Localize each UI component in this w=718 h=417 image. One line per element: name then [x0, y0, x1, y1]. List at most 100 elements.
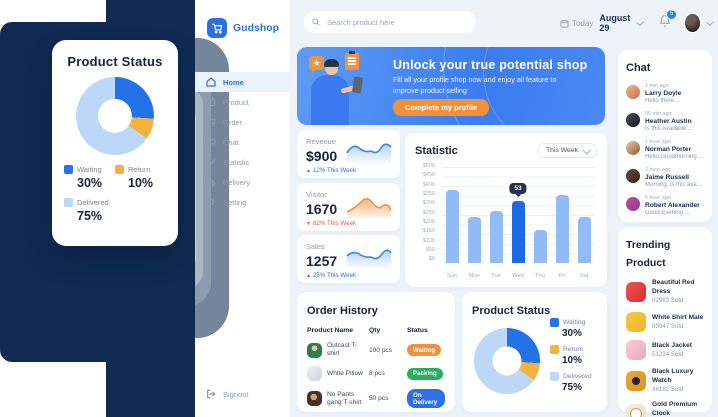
trending-item[interactable]: Gold Premium Clock17923 Sold — [626, 401, 704, 417]
stat-label: Visitor — [306, 190, 327, 199]
sidebar-item-product[interactable]: Product — [195, 92, 290, 112]
stat-label: Sales — [306, 242, 325, 251]
waiting-swatch — [64, 165, 73, 174]
status-badge: Waiting — [407, 344, 442, 357]
trend-up-icon: ▲ — [306, 167, 311, 174]
bars — [441, 167, 595, 263]
x-axis: Sun Mon Tue Wed Thu Fri Sat — [446, 273, 589, 279]
sales-sparkline — [346, 249, 392, 270]
stat-trend: ▲ 12% This Week — [306, 167, 357, 174]
banner-decor-arc — [443, 47, 605, 125]
phone-illustration — [351, 76, 364, 94]
chat-item[interactable]: 1 min ago Larry Doyle Hello there ... — [626, 83, 704, 104]
search-bar — [304, 11, 476, 33]
revenue-sparkline — [346, 143, 392, 165]
bar-thu[interactable] — [533, 230, 547, 263]
bar-sun[interactable] — [445, 190, 459, 263]
notification-button[interactable]: 5 — [658, 8, 678, 33]
chevron-down-icon — [582, 145, 591, 155]
search-input[interactable] — [325, 16, 468, 28]
sidebar-item-label: Delivery — [223, 177, 251, 187]
card-title: Product Status — [67, 54, 163, 69]
chat-item[interactable]: 5 hour ago Robert Alexander Good Evening .… — [626, 195, 704, 216]
donut-legend: Waiting 30% Return 10% Delivered 75% — [550, 318, 592, 399]
plot-area: 53 — [441, 167, 595, 263]
sidebar-item-delivery[interactable]: Delivery — [195, 172, 290, 192]
stat-value: $900 — [306, 148, 338, 164]
product-thumbnail — [307, 342, 322, 358]
return-swatch — [115, 165, 124, 174]
header-right: Today August 29 5 — [560, 8, 715, 35]
date-selector[interactable]: August 29 — [599, 13, 645, 33]
product-thumbnail — [626, 312, 646, 333]
sidebar-item-setting[interactable]: Setting — [195, 192, 290, 212]
week-filter-dropdown[interactable]: This Week — [538, 143, 597, 158]
legend-item-delivered: Delivered 75% — [64, 198, 115, 223]
product-status-title: Product Status — [472, 305, 551, 317]
chat-avatar — [626, 169, 640, 183]
legend-value: 30% — [77, 176, 103, 190]
legend-value: 75% — [77, 209, 103, 223]
cart-icon — [206, 117, 216, 127]
chat-item[interactable]: 2 hour ago Jaime Russell Morning, is this … — [626, 167, 704, 188]
legend-item-waiting: Waiting 30% — [64, 165, 115, 190]
sidebar-item-order[interactable]: Order — [195, 112, 290, 132]
chat-avatar — [626, 197, 640, 211]
visitor-sparkline — [346, 198, 392, 218]
sales-card[interactable]: Sales 1257 ▲ 25% This Week — [297, 235, 400, 283]
trending-item[interactable]: Black Luxury Watch 36182 Sold — [626, 368, 704, 393]
sidebar-item-home[interactable]: Home — [195, 72, 290, 92]
revenue-card[interactable]: Revenue $900 ▲ 12% This Week — [297, 130, 400, 178]
table-row[interactable]: White Pillow 8 pcs Packing — [307, 366, 445, 382]
product-thumbnail — [626, 370, 646, 391]
sidebar-item-label: Home — [223, 77, 244, 87]
user-avatar[interactable] — [684, 13, 701, 33]
bar-sat[interactable] — [577, 216, 591, 263]
statistic-title: Statistic — [415, 144, 458, 157]
table-row[interactable]: Outcast T-shirt 100 pcs Waiting — [307, 342, 445, 358]
promo-banner: ★ Unlock your true potential shop Fill a… — [297, 47, 605, 125]
product-status-donut-chart — [474, 328, 540, 394]
chat-item[interactable]: 56 min ago Heather Austin Is this Availabl… — [626, 111, 704, 132]
sidebar-item-label: Order — [223, 117, 243, 127]
signout-button[interactable]: Signout — [195, 389, 290, 399]
chat-item[interactable]: 1 hour ago Norman Porter Hello Goodmorning… — [626, 139, 704, 160]
bar-tue[interactable] — [489, 211, 503, 263]
sidebar-nav: Home Product Order Chat Statistic Delive… — [195, 72, 290, 212]
stat-trend: ▲ 25% This Week — [306, 272, 357, 279]
legend-label: Return — [128, 165, 151, 174]
bar-fri[interactable] — [555, 194, 569, 263]
trending-item[interactable]: White Shirt Male 85947 Sold — [626, 312, 704, 333]
date-value: August 29 — [599, 13, 631, 33]
today-label: Today — [560, 19, 593, 28]
sidebar-item-chat[interactable]: Chat — [195, 132, 290, 152]
brand-logo[interactable]: Gudshop — [207, 18, 279, 38]
product-thumbnail — [626, 403, 646, 417]
trend-up-icon: ▲ — [306, 272, 311, 279]
status-badge: On Delivery — [407, 389, 445, 409]
complete-profile-button[interactable]: Complete my profile — [393, 99, 490, 116]
banner-title: Unlock your true potential shop — [393, 58, 588, 72]
bar-mon[interactable] — [467, 216, 481, 263]
product-status-panel: Product Status Waiting 30% Return 10% De… — [462, 292, 607, 412]
calendar-icon — [560, 19, 569, 28]
order-history-title: Order History — [307, 305, 378, 317]
sidebar-item-label: Setting — [223, 197, 247, 207]
table-row[interactable]: No Pants gang T-shirt 50 pcs On Delivery — [307, 389, 445, 409]
legend-item-return: Return 10% — [550, 345, 592, 366]
sidebar-item-statistic[interactable]: Statistic — [195, 152, 290, 172]
chat-avatar — [626, 141, 640, 155]
chat-avatar — [626, 85, 640, 99]
trending-item[interactable]: Black Jacket 51234 Sold — [626, 340, 704, 361]
trending-item[interactable]: Beautiful Red Dress 92983 Sold — [626, 279, 704, 304]
product-thumbnail — [307, 366, 322, 382]
chat-panel: Chat 1 min ago Larry Doyle Hello there ...… — [618, 50, 712, 222]
truck-icon — [206, 179, 216, 187]
visitor-card[interactable]: Visitor 1670 ▼ 82% This Week — [297, 183, 400, 231]
bar-wed[interactable] — [511, 200, 525, 263]
table-header: Product Name Qty Status — [307, 327, 428, 334]
clipboard-icon — [345, 51, 359, 70]
brand-name: Gudshop — [233, 22, 280, 34]
home-icon — [206, 77, 216, 87]
